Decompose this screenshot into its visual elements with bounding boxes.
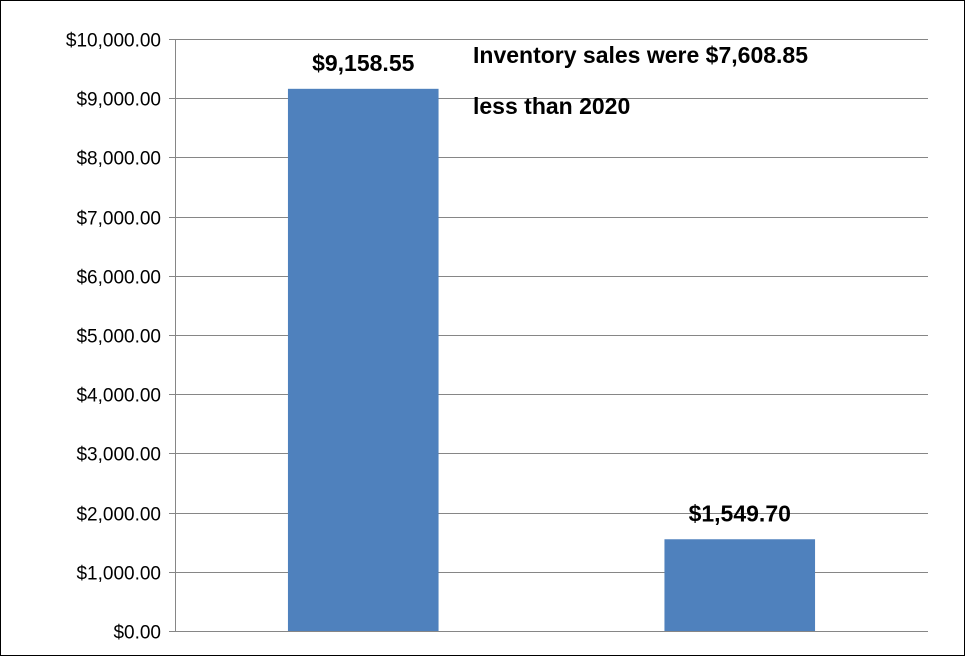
y-tick-label: $2,000.00 bbox=[76, 505, 161, 526]
y-tick-label: $4,000.00 bbox=[76, 386, 161, 407]
bar bbox=[664, 539, 816, 631]
bar-data-label: $1,549.70 bbox=[689, 500, 791, 526]
y-tick-label: $6,000.00 bbox=[76, 268, 161, 289]
y-tick-label: $8,000.00 bbox=[76, 149, 161, 170]
bar bbox=[287, 88, 439, 631]
annotation: Inventory sales were $7,608.85 less than… bbox=[473, 42, 808, 119]
y-tick-label: $9,000.00 bbox=[76, 90, 161, 111]
y-tick-label: $5,000.00 bbox=[76, 327, 161, 348]
bars bbox=[287, 88, 816, 631]
axes bbox=[175, 39, 928, 632]
annotation-line-1: Inventory sales were $7,608.85 bbox=[473, 42, 808, 68]
data-labels: $9,158.55 $1,549.70 bbox=[312, 50, 791, 526]
y-tick-label: $1,000.00 bbox=[76, 564, 161, 585]
y-tick-label: $7,000.00 bbox=[76, 209, 161, 230]
bar-data-label: $9,158.55 bbox=[312, 50, 415, 76]
y-tick-label: $10,000.00 bbox=[66, 31, 161, 52]
annotation-line-2: less than 2020 bbox=[473, 93, 630, 119]
y-axis-tick-labels: $0.00 $1,000.00 $2,000.00 $3,000.00 $4,000.0… bbox=[66, 31, 161, 644]
y-tick-label: $3,000.00 bbox=[76, 445, 161, 466]
y-tick-label: $0.00 bbox=[113, 623, 161, 644]
